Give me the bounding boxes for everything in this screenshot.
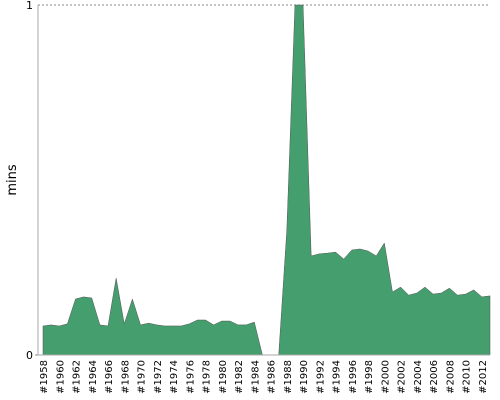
x-tick-label: #1998 bbox=[364, 360, 375, 394]
x-tick-label: #1976 bbox=[185, 360, 196, 394]
x-tick-label: #2000 bbox=[380, 360, 391, 394]
x-tick-label: #1986 bbox=[267, 360, 278, 394]
x-tick-label: #1994 bbox=[332, 360, 343, 394]
y-tick-label: 0 bbox=[26, 349, 33, 362]
x-tick-label: #1960 bbox=[55, 360, 66, 394]
x-tick-label: #1968 bbox=[120, 360, 131, 394]
x-tick-label: #2010 bbox=[462, 360, 473, 394]
area bbox=[42, 277, 263, 356]
x-tick-label: #1964 bbox=[88, 360, 99, 394]
y-axis-title: mins bbox=[5, 164, 20, 196]
y-tick-label: 1 bbox=[26, 0, 33, 12]
x-tick-label: #1992 bbox=[315, 360, 326, 394]
x-tick-label: #1996 bbox=[348, 360, 359, 394]
area bbox=[278, 4, 491, 356]
x-tick-label: #1966 bbox=[104, 360, 115, 394]
x-tick-label: #1962 bbox=[72, 360, 83, 394]
x-tick-label: #1990 bbox=[299, 360, 310, 394]
x-tick-label: #2006 bbox=[429, 360, 440, 394]
x-tick-label: #1958 bbox=[39, 360, 50, 394]
x-tick-label: #1978 bbox=[202, 360, 213, 394]
x-tick-label: #1988 bbox=[283, 360, 294, 394]
x-tick-label: #2008 bbox=[445, 360, 456, 394]
x-tick-label: #1970 bbox=[137, 360, 148, 394]
x-tick-label: #2004 bbox=[413, 360, 424, 394]
x-tick-label: #2012 bbox=[478, 360, 489, 394]
x-tick-label: #1980 bbox=[218, 360, 229, 394]
x-tick-label: #1974 bbox=[169, 360, 180, 394]
x-tick-label: #2002 bbox=[397, 360, 408, 394]
x-tick-label: #1982 bbox=[234, 360, 245, 394]
x-tick-label: #1984 bbox=[250, 360, 261, 394]
x-tick-label: #1972 bbox=[153, 360, 164, 394]
